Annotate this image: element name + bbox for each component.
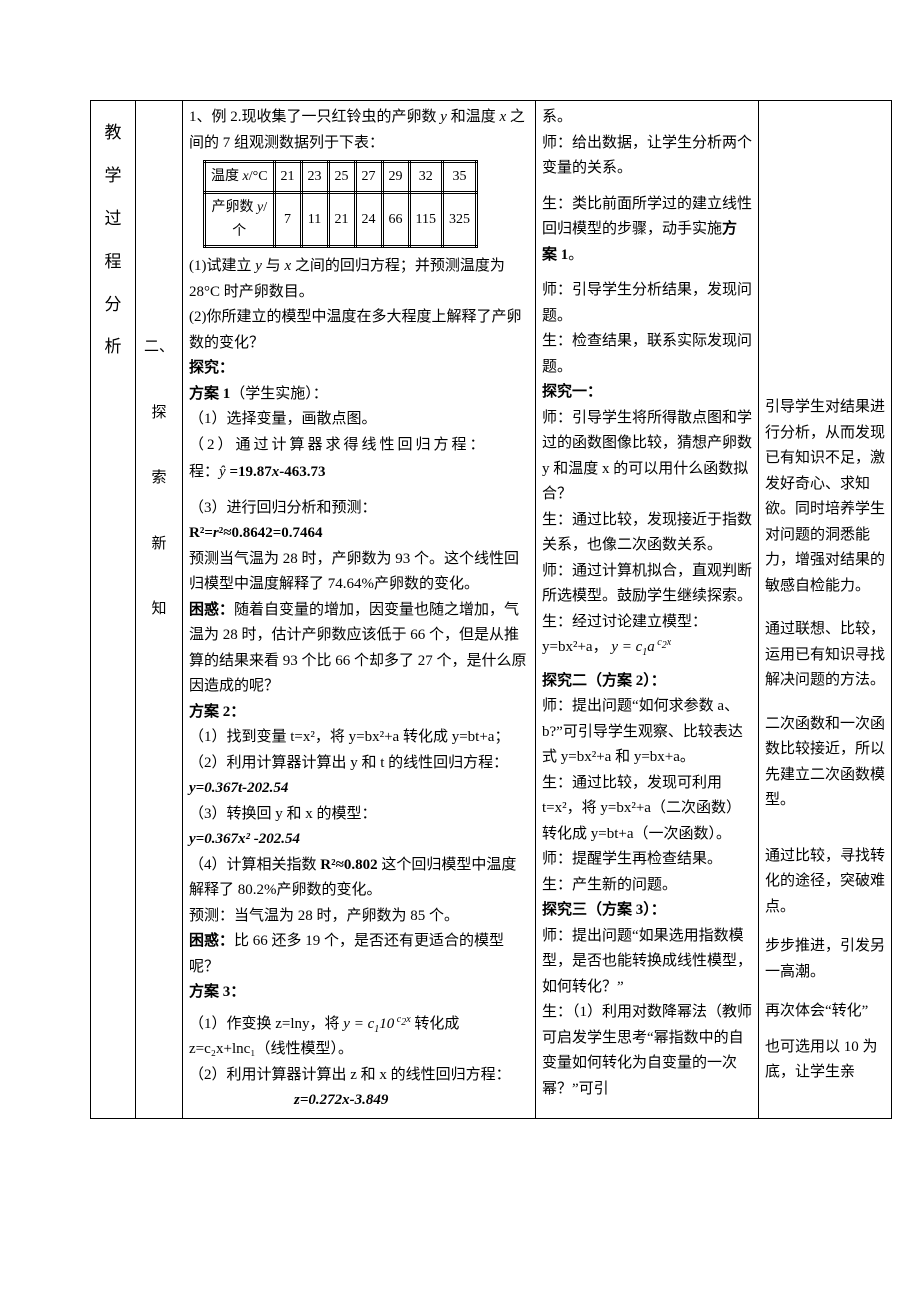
dialogue-line: 系。: [542, 105, 752, 131]
vchar: 索: [142, 466, 176, 492]
dialogue-line: 师：通过计算机拟合，直观判断所选模型。鼓励学生继续探索。: [542, 559, 752, 610]
cell: 27: [355, 162, 382, 193]
question-2: (2)你所建立的模型中温度在多大程度上解释了产卵数的变化？: [189, 305, 529, 356]
table-row: 温度 x/°C 21 23 25 27 29 32 35: [205, 162, 477, 193]
row-label: 温度 x/°C: [205, 162, 275, 193]
note: 通过比较，寻找转化的途径，突破难点。: [765, 844, 885, 921]
table-row: 产卵数 y/个 7 11 21 24 66 115 325: [205, 192, 477, 247]
dialogue-line: 师：提出问题“如何求参数 a、b?”可引导学生观察、比较表达式 y=bx²+a …: [542, 694, 752, 771]
cell: 7: [274, 192, 301, 247]
plan1-prediction: 预测当气温为 28 时，产卵数为 93 个。这个线性回归模型中温度解释了 74.…: [189, 547, 529, 598]
plan2-title: 方案 2：: [189, 700, 529, 726]
plan1-confusion: 困惑：随着自变量的增加，因变量也随之增加，气温为 28 时，估计产卵数应该低于 …: [189, 598, 529, 700]
cell: 29: [382, 162, 409, 193]
note: 二次函数和一次函数比较接近，所以先建立二次函数模型。: [765, 712, 885, 814]
vchar: 程: [97, 248, 129, 277]
explore3-label: 探究三（方案 3）：: [542, 898, 752, 924]
note: 引导学生对结果进行分析，从而发现已有知识不足，激发好奇心、求知欲。同时培养学生对…: [765, 395, 885, 599]
plan1-step3: （3）进行回归分析和预测：: [189, 496, 529, 522]
cell: 24: [355, 192, 382, 247]
example-lead: 1、例 2.现收集了一只红铃虫的产卵数 y 和温度 x 之间的 7 组观测数据列…: [189, 105, 529, 156]
note: 通过联想、比较，运用已有知识寻找解决问题的方法。: [765, 617, 885, 694]
plan3-step1: （1）作变换 z=lny，将 y = c110 c2x 转化成 z=c₂x+ln…: [189, 1012, 529, 1063]
dialogue-line: 生：检查结果，联系实际发现问题。: [542, 329, 752, 380]
vchar: 析: [97, 333, 129, 362]
explore2-label: 探究二（方案 2）：: [542, 669, 752, 695]
cell: 115: [409, 192, 442, 247]
dialogue-line: 生：（1）利用对数降幂法（教师可启发学生思考“幂指数中的自变量如何转化为自变量的…: [542, 1000, 752, 1102]
dialogue-line: 生：通过比较，发现可利用 t=x²，将 y=bx²+a（二次函数）转化成 y=b…: [542, 771, 752, 848]
vchar: 分: [97, 291, 129, 320]
col-section-label: 教 学 过 程 分 析: [91, 101, 136, 1119]
dialogue-line: 生：产生新的问题。: [542, 873, 752, 899]
dialogue-line: 师：引导学生分析结果，发现问题。: [542, 278, 752, 329]
vchar: 过: [97, 205, 129, 234]
vchar: 知: [142, 597, 176, 623]
plan1-r2: R²=r²≈0.8642=0.7464: [189, 521, 529, 547]
dialogue-line: 师：引导学生将所得散点图和学过的函数图像比较，猜想产卵数 y 和温度 x 的可以…: [542, 406, 752, 508]
dialogue-line: 师：给出数据，让学生分析两个变量的关系。: [542, 131, 752, 182]
note: 步步推进，引发另一高潮。: [765, 934, 885, 985]
plan3-eq: z=0.272x-3.849: [189, 1088, 529, 1114]
plan3-title: 方案 3：: [189, 980, 529, 1006]
col-main-content: 1、例 2.现收集了一只红铃虫的产卵数 y 和温度 x 之间的 7 组观测数据列…: [183, 101, 536, 1119]
plan2-confusion: 困惑：比 66 还多 19 个，是否还有更适合的模型呢？: [189, 929, 529, 980]
data-table: 温度 x/°C 21 23 25 27 29 32 35 产卵数 y/个 7 1…: [203, 160, 478, 248]
cell: 23: [301, 162, 328, 193]
plan2-step3: （3）转换回 y 和 x 的模型：: [189, 802, 529, 828]
cell: 325: [443, 192, 477, 247]
plan2-eq2: y=0.367x² -202.54: [189, 827, 529, 853]
plan1-step2: （2）通过计算器求得线性回归方程：: [189, 433, 529, 459]
lesson-table: 教 学 过 程 分 析 二、 探 索 新 知 1、例 2.现收集了一只红铃虫的产…: [90, 100, 892, 1119]
subsection-number: 二、: [142, 335, 176, 361]
plan1-equation: 程：ŷ =19.87x-463.73: [189, 460, 529, 486]
explore1-label: 探究一：: [542, 380, 752, 406]
question-1: (1)试建立 y 与 x 之间的回归方程；并预测温度为 28°C 时产卵数目。: [189, 254, 529, 305]
cell: 35: [443, 162, 477, 193]
dialogue-line: 生：通过比较，发现接近于指数关系，也像二次函数关系。: [542, 508, 752, 559]
vchar: 教: [97, 119, 129, 148]
dialogue-line: 师：提出问题“如果选用指数模型，是否也能转换成线性模型，如何转化？”: [542, 924, 752, 1001]
plan1-title: 方案 1（学生实施）：: [189, 382, 529, 408]
cell: 25: [328, 162, 355, 193]
col-subsection-label: 二、 探 索 新 知: [136, 101, 183, 1119]
plan2-eq1: y=0.367t-202.54: [189, 776, 529, 802]
dialogue-line: 师：提醒学生再检查结果。: [542, 847, 752, 873]
plan2-step4: （4）计算相关指数 R²≈0.802 这个回归模型中温度解释了 80.2%产卵数…: [189, 853, 529, 904]
plan2-prediction: 预测：当气温为 28 时，产卵数为 85 个。: [189, 904, 529, 930]
plan1-step1: （1）选择变量，画散点图。: [189, 407, 529, 433]
note: 再次体会“转化”: [765, 999, 885, 1025]
dialogue-line: 生：经过讨论建立模型：: [542, 610, 752, 636]
plan2-step1: （1）找到变量 t=x²，将 y=bx²+a 转化成 y=bt+a；: [189, 725, 529, 751]
vchar: 探: [142, 401, 176, 427]
cell: 32: [409, 162, 442, 193]
note: 也可选用以 10 为底，让学生亲: [765, 1035, 885, 1086]
dialogue-eq: y=bx²+a， y = c1a c2x: [542, 635, 752, 661]
vchar: 学: [97, 162, 129, 191]
cell: 11: [301, 192, 328, 247]
cell: 21: [328, 192, 355, 247]
explore-label: 探究：: [189, 356, 529, 382]
cell: 66: [382, 192, 409, 247]
cell: 21: [274, 162, 301, 193]
vchar: 新: [142, 532, 176, 558]
plan3-step2: （2）利用计算器计算出 z 和 x 的线性回归方程：: [189, 1063, 529, 1089]
plan2-step2: （2）利用计算器计算出 y 和 t 的线性回归方程：: [189, 751, 529, 777]
dialogue-line: 生：类比前面所学过的建立线性回归模型的步骤，动手实施方案 1。: [542, 192, 752, 269]
col-dialogue: 系。 师：给出数据，让学生分析两个变量的关系。 生：类比前面所学过的建立线性回归…: [536, 101, 759, 1119]
col-notes: 引导学生对结果进行分析，从而发现已有知识不足，激发好奇心、求知欲。同时培养学生对…: [759, 101, 892, 1119]
row-label: 产卵数 y/个: [205, 192, 275, 247]
